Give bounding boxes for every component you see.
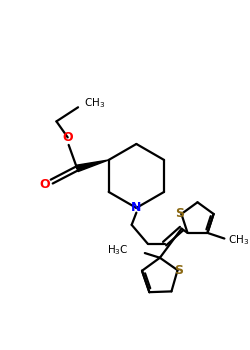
Text: S: S xyxy=(175,208,184,220)
Text: S: S xyxy=(174,264,183,276)
Text: N: N xyxy=(131,201,141,215)
Text: H$_3$C: H$_3$C xyxy=(107,243,129,257)
Polygon shape xyxy=(76,160,109,172)
Text: CH$_3$: CH$_3$ xyxy=(228,233,249,247)
Text: O: O xyxy=(39,178,50,191)
Text: CH$_3$: CH$_3$ xyxy=(84,97,105,110)
Text: O: O xyxy=(62,131,73,144)
